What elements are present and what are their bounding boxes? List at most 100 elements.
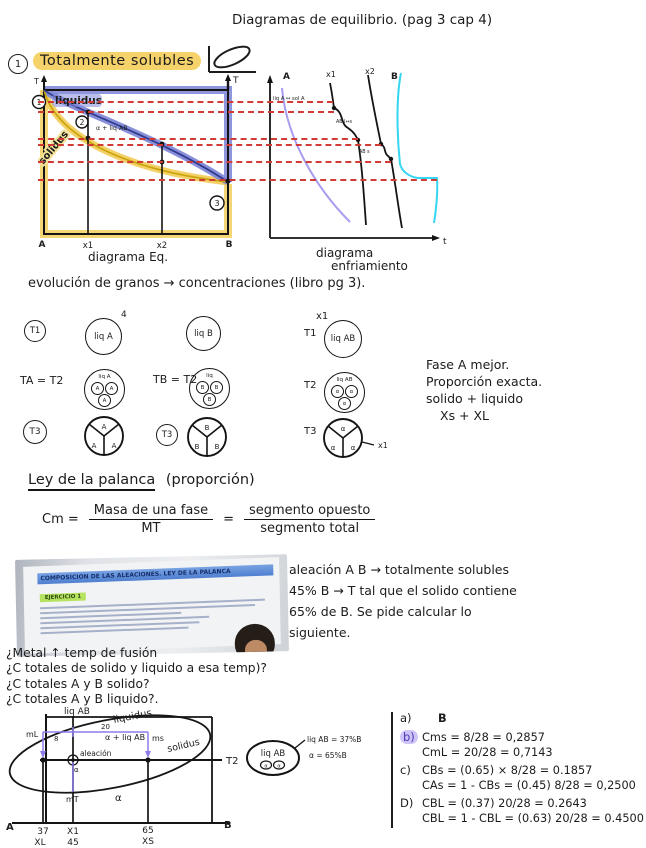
lever-fraction-mass: Masa de una fase MT: [88, 503, 214, 536]
liquidus-line-label: liquidus: [112, 708, 152, 726]
grain-circle-solid-alpha: α α α x1: [323, 418, 388, 458]
ml-label: mL: [26, 730, 39, 739]
answers: a) B b) Cms = 8/28 = 0,2857 CmL = 20/28 …: [400, 711, 646, 829]
tick-xs: XS: [142, 837, 154, 847]
sol-axis-a: A: [6, 822, 14, 833]
alpha-region-label: α: [115, 793, 122, 804]
grain-x1-pointer: x1: [378, 441, 388, 450]
svg-text:α: α: [341, 425, 346, 433]
segment-8-label: 8: [54, 735, 58, 743]
svg-text:B: B: [205, 424, 210, 432]
lever-lhs: Cm =: [42, 512, 79, 527]
phase-bubble: liq AB α α liq AB = 37%B α = 65%B: [246, 735, 361, 776]
svg-text:α: α: [277, 764, 281, 770]
problem-line-3: 65% de B. Se pide calcular lo: [289, 604, 472, 619]
grain-t3-label: T3: [23, 420, 47, 444]
grain-circle-solid-b: B B B: [187, 417, 227, 457]
aleacion-label: aleación: [80, 749, 112, 758]
svg-text:α: α: [264, 764, 268, 770]
grain-right-t1: T1: [304, 328, 317, 339]
problem-statement: aleación A B → totalmente solubles 45% B…: [289, 559, 517, 643]
grain-x1-label: x1: [316, 311, 329, 322]
curve-b-label: B: [391, 72, 398, 82]
solution-diagram: mL ms 8 20 mT α liq AB liquidus α + liq …: [6, 707, 238, 848]
tie-line: [38, 138, 358, 140]
cooling-note-3: AB s: [359, 149, 370, 155]
equilibrium-diagram: T T liquidus solidus α + liq AB 1 2 3 A …: [31, 74, 239, 251]
bubble-label: liq AB: [261, 749, 286, 759]
point-2: 2: [80, 118, 85, 127]
grain-circle-liq-b: liq B: [186, 316, 221, 351]
cooling-caption-2: enfriamiento: [331, 259, 408, 273]
question-2: ¿C totales de solido y liquido a esa tem…: [6, 661, 267, 676]
svg-text:α: α: [351, 444, 356, 452]
grain-circle-liqab-nuclei: liq AB α α α: [324, 372, 365, 413]
lever-heading: Ley de la palanca: [28, 472, 156, 491]
tick-x1: X1: [67, 827, 79, 837]
curve-a-label: A: [283, 72, 290, 82]
axis-a-label: A: [39, 240, 46, 250]
grain-tb-t2-label: TB = T2: [153, 373, 198, 386]
tie-line: [38, 101, 333, 103]
grain-circle-liqa-nuclei: liq A A A A: [84, 369, 125, 410]
grain-note: Fase A mejor. Proporción exacta. solido …: [426, 356, 542, 424]
cooling-caption-1: diagrama: [316, 246, 374, 260]
svg-text:B: B: [195, 443, 200, 451]
problem-line-4: siguiente.: [289, 625, 351, 640]
cooling-diagram: t A liq A ↔ sol A x1 AB l↔s x2 AB s B: [267, 67, 447, 247]
liq-ab-region-label: liq AB: [64, 707, 90, 717]
tick-45: 45: [67, 838, 78, 848]
grain-circle-liq-ab: liq AB: [324, 320, 362, 358]
bubble-note-2: α = 65%B: [309, 751, 347, 760]
axis-b-label: B: [226, 240, 233, 250]
answer-c: c) CBs = (0.65) × 8/28 = 0.1857 CAs = 1 …: [400, 763, 636, 792]
grain-mark: 4: [121, 310, 127, 320]
lever-heading-row: Ley de la palanca (proporción): [28, 472, 255, 491]
time-axis-label: t: [443, 237, 447, 247]
t-axis-right-label: T: [232, 76, 239, 86]
grain-circle-liq-a: liq A: [85, 318, 122, 355]
exercise-chip: EJERCICIO 1: [39, 592, 87, 603]
two-phase-label: α + liq AB: [105, 733, 145, 742]
lever-formula: Cm = Masa de una fase MT = segmento opue…: [42, 503, 376, 536]
svg-text:B: B: [215, 443, 220, 451]
grain-note-line4: Xs + XL: [440, 408, 490, 423]
lever-fraction-segment: segmento opuesto segmento total: [244, 503, 376, 536]
lever-heading-paren: (proporción): [165, 472, 255, 488]
tick-37: 37: [37, 827, 48, 837]
slide-title: COMPOSICION DE LAS ALEACIONES. LEY DE LA…: [37, 564, 274, 585]
grain-right-t2: T2: [304, 380, 317, 391]
grain-circle-liqb-nuclei: liq B B B: [189, 368, 230, 409]
grain-circle-solid-a: A A A: [84, 416, 124, 456]
svg-text:A: A: [92, 442, 97, 450]
point-3: 3: [214, 199, 219, 208]
mt-label: mT: [66, 795, 79, 804]
svg-text:A: A: [102, 423, 107, 431]
grain-t1-label: T1: [24, 320, 46, 342]
axis-x1-label: x1: [83, 241, 93, 251]
t-axis-left-label: T: [33, 77, 39, 86]
axis-x2-label: x2: [157, 241, 167, 251]
section-heading: Totalmente solubles: [33, 52, 202, 70]
curve-x2-label: x2: [365, 67, 375, 76]
alpha-point-label: α: [74, 766, 79, 774]
tie-line: [38, 161, 391, 163]
curve-x1-label: x1: [326, 70, 336, 79]
svg-text:α: α: [331, 444, 336, 452]
cooling-note-2: AB l↔s: [336, 119, 352, 125]
page-title: Diagramas de equilibrio. (pag 3 cap 4): [232, 12, 493, 28]
tick-65: 65: [142, 826, 153, 836]
question-4: ¿C totales A y B liquido?.: [6, 692, 159, 707]
bubble-note-1: liq AB = 37%B: [307, 735, 361, 744]
questions: ¿Metal ↑ temp de fusión ¿C totales de so…: [6, 646, 267, 708]
grain-ta-t2-label: TA = T2: [20, 374, 64, 387]
cooling-note-1: liq A ↔ sol A: [273, 96, 305, 102]
answers-divider: [391, 712, 393, 828]
lever-equals: =: [223, 512, 234, 527]
lens-icon: [208, 45, 256, 73]
sol-axis-b: B: [224, 820, 232, 831]
t2-line-label: T2: [225, 756, 238, 767]
grains-intro: evolución de granos → concentraciones (l…: [28, 276, 366, 291]
tie-line: [38, 111, 334, 113]
